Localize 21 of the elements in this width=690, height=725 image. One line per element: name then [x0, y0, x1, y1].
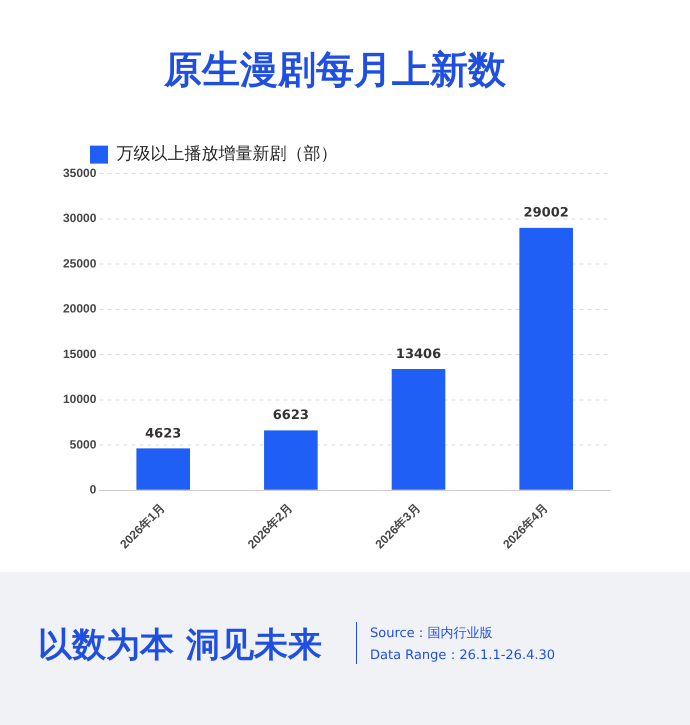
- data-label: 29002: [524, 206, 569, 221]
- text: Data Range：26.1.1-26.4.30: [370, 647, 556, 664]
- data-label: 13406: [396, 346, 442, 362]
- chart-title: 原生漫剧每月上新数: [163, 48, 507, 92]
- bar: [264, 430, 318, 490]
- y-tick-label: 30000: [62, 211, 97, 226]
- y-tick-label: 5000: [70, 437, 97, 452]
- y-tick-label: 10000: [62, 392, 97, 406]
- y-tick-label: 0: [90, 482, 97, 497]
- data-label: 6623: [272, 408, 309, 424]
- bar: [519, 228, 573, 490]
- data-label: 4623: [145, 426, 182, 442]
- legend-label: 万级以上播放增量新剧（部）: [116, 144, 338, 164]
- y-tick-label: 25000: [62, 256, 97, 270]
- text: 以数为本 洞见未来: [38, 624, 322, 667]
- bar: [136, 448, 190, 490]
- source-note: Source：国内行业版: [370, 625, 493, 642]
- y-tick-label: 20000: [62, 302, 97, 316]
- bar: [392, 368, 446, 490]
- y-tick-label: 35000: [62, 166, 97, 180]
- y-tick-label: 15000: [62, 346, 97, 361]
